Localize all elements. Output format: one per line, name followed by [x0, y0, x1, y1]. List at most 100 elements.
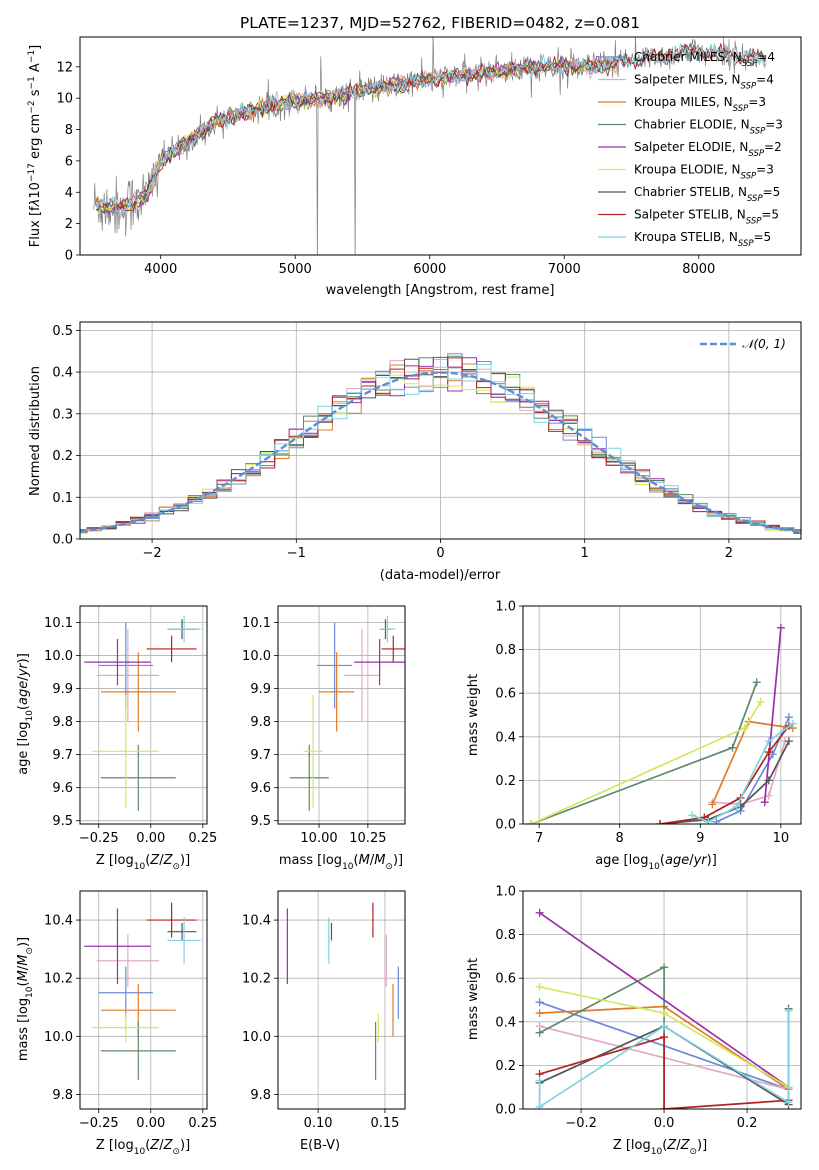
axes-frame	[277, 890, 406, 1110]
weight-vs-age-xlabel: age [log10(age/yr)]	[595, 853, 717, 872]
weight-marker-salpeter-elodie	[760, 798, 769, 807]
weight-marker-kroupa-elodie	[660, 1009, 669, 1018]
weight-marker-kroupa-stelib	[732, 802, 741, 811]
weight-line-salpeter-elodie	[763, 627, 782, 803]
residual-histogram-panel: −2 −1 0 1 2 0.0 0.1 0.2 0.3 0.4 0.5 𝒩(0, 1)	[52, 321, 802, 561]
y-tick-label: 0.4	[52, 366, 73, 381]
y-tick-label: 9.8	[52, 715, 73, 730]
weight-marker-kroupa-stelib	[535, 1076, 544, 1085]
y-tick-label: 9.7	[250, 748, 271, 763]
axes-frame	[79, 890, 208, 1110]
plot-content	[289, 615, 405, 811]
y-tick-label: 9.9	[250, 682, 271, 697]
age-vs-mass-xlabel: mass [log10(M/M⊙)]	[279, 853, 403, 872]
histogram-ylabel: Normed distribution	[28, 366, 43, 496]
legend-label-kroupa-elodie: Kroupa ELODIE, NSSP=3	[634, 163, 774, 182]
x-tick-label: 5000	[279, 262, 312, 277]
plot-content	[80, 353, 801, 534]
x-tick-label: 4000	[144, 262, 177, 277]
plot-content	[535, 908, 793, 1109]
model-spectrum-kroupa-stelib	[95, 42, 767, 215]
weight-marker-kroupa-stelib	[688, 811, 697, 820]
weight-marker-salpeter-elodie	[535, 908, 544, 917]
y-tick-label: 1.0	[495, 600, 516, 615]
weight-marker-kroupa-stelib	[784, 1006, 793, 1015]
mass-weight-vs-age-panel: 7 8 9 10 0.0 0.2 0.4 0.6 0.8 1.0	[495, 600, 802, 846]
weight-vs-z-ylabel: mass weight	[466, 958, 481, 1040]
weight-marker-kroupa-miles	[708, 800, 717, 809]
y-tick-label: 10.0	[44, 1030, 73, 1045]
x-tick-label: 7000	[548, 262, 581, 277]
y-tick-label: 0.8	[495, 643, 516, 658]
y-tick-label: 0.6	[495, 687, 516, 702]
x-tick-label: 9	[696, 831, 704, 846]
y-tick-label: 8	[65, 123, 73, 138]
weight-marker-kroupa-elodie	[535, 982, 544, 991]
axes-frame	[277, 605, 406, 825]
weight-marker-salpeter-stelib	[655, 820, 664, 824]
normal-distribution-curve	[80, 371, 801, 533]
mass-vs-z-ylabel: mass [log10(M/M⊙)]	[16, 937, 35, 1061]
weight-vs-age-ylabel: mass weight	[466, 674, 481, 756]
y-tick-label: 9.6	[250, 781, 271, 796]
weight-marker-salpeter-elodie	[776, 623, 785, 632]
mass-vs-ebv-xlabel: E(B-V)	[300, 1138, 340, 1153]
y-tick-label: 0.6	[495, 972, 516, 987]
legend-label-chabrier-elodie: Chabrier ELODIE, NSSP=3	[634, 118, 783, 137]
weight-marker-chabrier-miles	[712, 817, 721, 824]
legend-label-salpeter-miles: Salpeter MILES, NSSP=4	[634, 73, 774, 92]
y-tick-label: 10	[56, 92, 73, 107]
weight-vs-z-xlabel: Z [log10(Z/Z⊙)]	[613, 1138, 707, 1157]
weight-marker-chabrier-stelib	[764, 776, 773, 785]
y-tick-label: 9.9	[52, 682, 73, 697]
histogram-chabrier-stelib	[80, 358, 801, 534]
y-tick-label: 0.1	[52, 491, 73, 506]
y-tick-label: 9.5	[52, 814, 73, 829]
weight-marker-kroupa-stelib	[660, 1022, 669, 1031]
age-vs-metallicity-panel: −0.25 0.00 0.25 9.5 9.6 9.7 9.8 9.9 10.0 10.1	[44, 605, 217, 846]
mass-vs-z-xlabel: Z [log10(Z/Z⊙)]	[96, 1138, 190, 1157]
y-tick-label: 0.5	[52, 324, 73, 339]
x-tick-label: 0.15	[370, 1116, 399, 1131]
y-tick-label: 10.4	[44, 914, 73, 929]
y-tick-label: 0.0	[495, 1103, 516, 1118]
x-tick-label: 1	[581, 546, 589, 561]
y-tick-label: 10.0	[242, 649, 271, 664]
axes-frame	[522, 605, 802, 825]
legend-label-salpeter-elodie: Salpeter ELODIE, NSSP=2	[634, 140, 782, 159]
y-tick-label: 0.3	[52, 407, 73, 422]
weight-marker-chabrier-miles	[535, 998, 544, 1007]
y-tick-label: 0.2	[495, 1059, 516, 1074]
x-tick-label: 10.00	[300, 831, 337, 846]
y-tick-label: 1.0	[495, 885, 516, 900]
legend-label-kroupa-stelib: Kroupa STELIB, NSSP=5	[634, 230, 771, 249]
mass-vs-ebv-panel: 0.10 0.15 9.8 10.0 10.2 10.4	[242, 890, 406, 1131]
age-vs-z-ylabel: age [log10(age/yr)]	[16, 653, 35, 775]
axes-frame	[522, 890, 802, 1110]
legend-label-chabrier-stelib: Chabrier STELIB, NSSP=5	[634, 185, 780, 204]
x-tick-label: 10.25	[349, 831, 386, 846]
histogram-xlabel: (data-model)/error	[380, 568, 501, 583]
weight-marker-chabrier-miles	[768, 750, 777, 759]
y-tick-label: 0.8	[495, 928, 516, 943]
axes-frame	[79, 321, 802, 540]
y-tick-label: 0.2	[52, 449, 73, 464]
y-tick-label: 0.0	[495, 818, 516, 833]
mass-weight-vs-metallicity-panel: −0.2 0.0 0.2 0.0 0.2 0.4 0.6 0.8 1.0	[495, 885, 802, 1131]
x-tick-label: 0	[436, 546, 444, 561]
weight-line-salpeter-miles	[712, 740, 786, 806]
plot-content	[84, 902, 201, 1080]
weight-marker-kroupa-elodie	[756, 697, 765, 706]
x-tick-label: 0.25	[188, 1116, 217, 1131]
weight-marker-chabrier-elodie	[728, 743, 737, 752]
weight-marker-kroupa-stelib	[784, 1098, 793, 1107]
y-tick-label: 9.8	[250, 715, 271, 730]
y-tick-label: 0.0	[52, 533, 73, 548]
age-vs-mass-panel: 10.00 10.25 9.5 9.6 9.7 9.8 9.9 10.0 10.1	[242, 605, 406, 846]
y-tick-label: 10.0	[242, 1030, 271, 1045]
spectrum-xlabel: wavelength [Angstrom, rest frame]	[326, 283, 555, 298]
figure-title: PLATE=1237, MJD=52762, FIBERID=0482, z=0…	[240, 14, 640, 32]
weight-marker-kroupa-miles	[535, 1009, 544, 1018]
y-tick-label: 0.2	[495, 774, 516, 789]
